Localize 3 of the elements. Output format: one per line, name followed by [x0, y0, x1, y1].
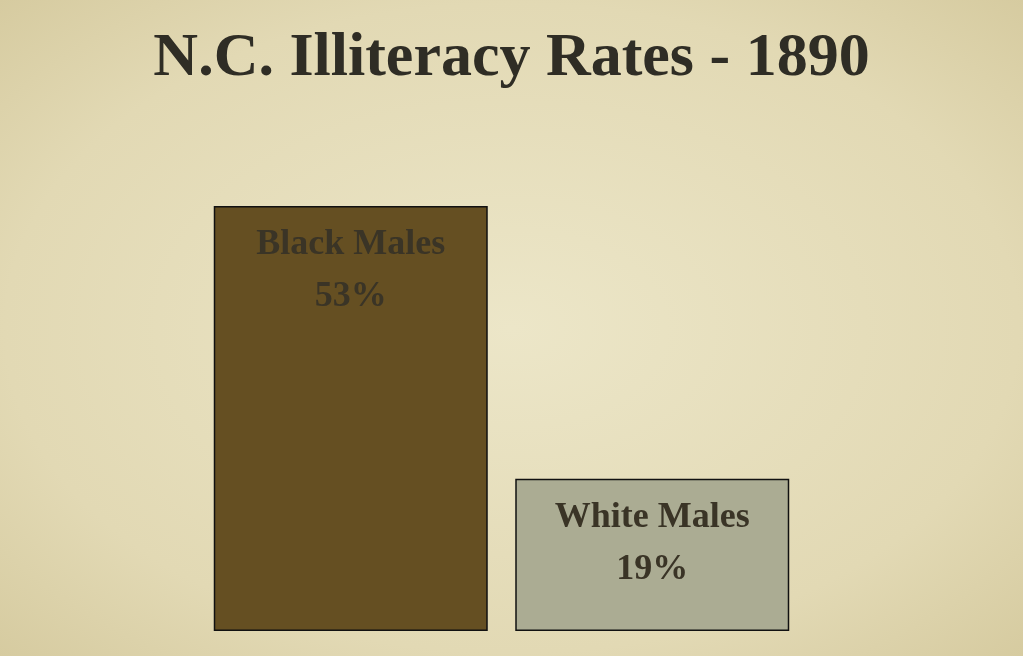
data-label: 19%: [616, 546, 689, 587]
x-tick-label: White Males: [554, 494, 750, 535]
chart-title: N.C. Illiteracy Rates - 1890: [153, 20, 870, 88]
